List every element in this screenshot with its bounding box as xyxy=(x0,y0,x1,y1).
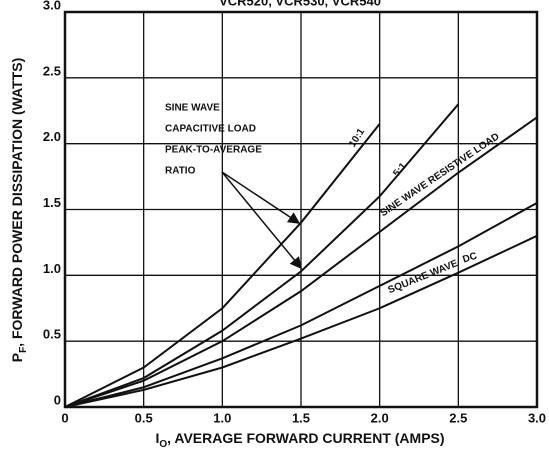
x-tick-label: 1.0 xyxy=(213,410,231,425)
plot-frame xyxy=(63,10,539,409)
series-line xyxy=(64,202,538,408)
x-axis-label: IO, AVERAGE FORWARD CURRENT (AMPS) xyxy=(155,430,444,450)
y-axis-label-rest: , FORWARD POWER DISSIPATION (WATTS) xyxy=(9,58,25,347)
y-tick-label: 0 xyxy=(54,392,61,407)
annotation-arrows xyxy=(221,171,302,270)
annotation: CAPACITIVE LOAD xyxy=(165,124,256,135)
x-axis-label-main: I xyxy=(155,430,159,446)
series-line xyxy=(64,123,381,408)
y-tick-label: 2.0 xyxy=(43,129,61,144)
series-line xyxy=(64,234,538,408)
series-line xyxy=(64,116,538,408)
y-tick-label: 1.0 xyxy=(43,261,61,276)
annotation: PEAK-TO-AVERAGE xyxy=(165,145,262,156)
series-line xyxy=(64,103,460,408)
y-axis-label-main: P xyxy=(9,353,25,362)
series-label: DC xyxy=(461,251,478,266)
annotation: RATIO xyxy=(165,166,196,177)
y-axis-label: PF, FORWARD POWER DISSIPATION (WATTS) xyxy=(9,58,29,363)
y-tick-label: 2.5 xyxy=(43,63,61,78)
x-tick-label: 1.5 xyxy=(292,410,310,425)
annotation: SINE WAVE xyxy=(165,103,220,114)
y-tick-label: 3.0 xyxy=(43,0,61,12)
x-tick-label: 0 xyxy=(61,410,68,425)
x-axis-label-sub: O xyxy=(159,439,167,450)
y-tick-label: 0.5 xyxy=(43,327,61,342)
x-tick-label: 3.0 xyxy=(528,410,546,425)
chart-title: VCR520, VCR530, VCR540 xyxy=(219,0,381,8)
x-axis-label-rest: , AVERAGE FORWARD CURRENT (AMPS) xyxy=(167,430,444,446)
y-tick-label: 1.5 xyxy=(43,195,61,210)
x-tick-label: 0.5 xyxy=(135,410,153,425)
series-label: 10:1 xyxy=(347,126,367,149)
x-tick-label: 2.5 xyxy=(449,410,467,425)
x-tick-label: 2.0 xyxy=(371,410,389,425)
y-axis-label-sub: F xyxy=(18,347,29,353)
